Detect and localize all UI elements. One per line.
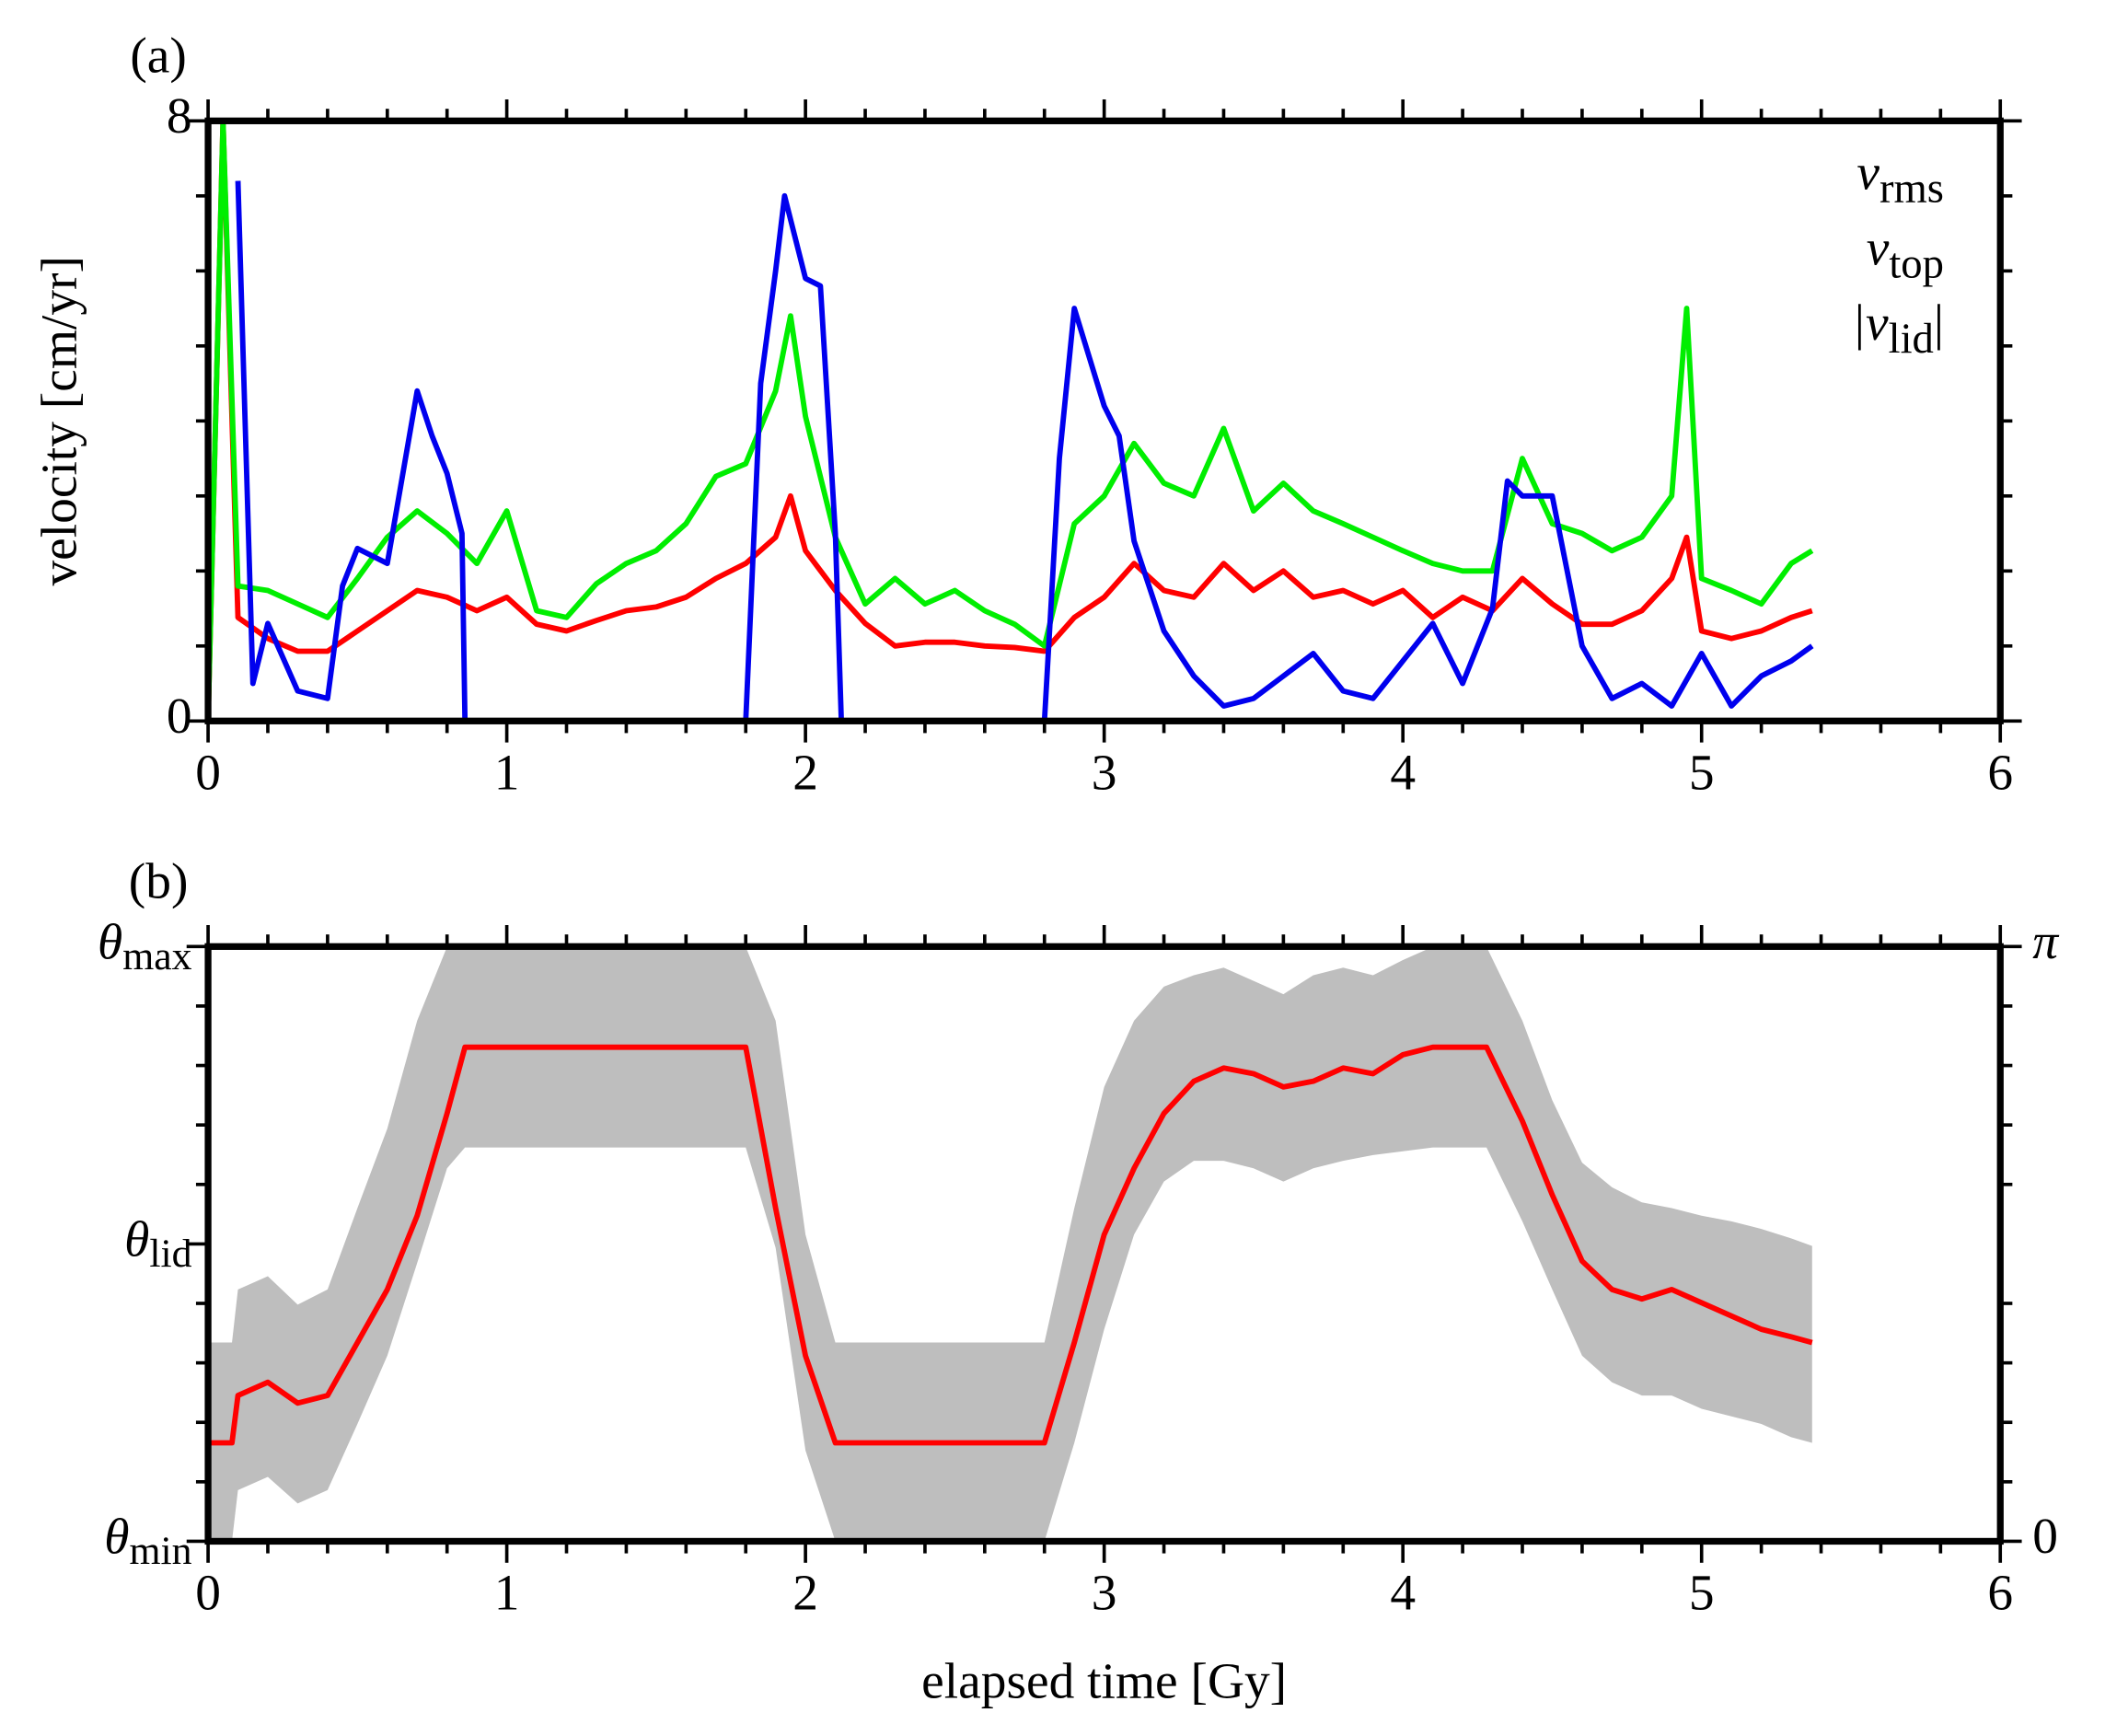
y-tick-subscript: lid: [149, 1232, 191, 1276]
x-tick-label: 6: [1987, 744, 2013, 800]
legend-suffix: |: [1934, 295, 1944, 351]
legend-entry: vtop: [1867, 219, 1944, 287]
x-tick-label: 4: [1390, 744, 1416, 800]
panel-label: (a): [130, 27, 187, 83]
y-axis-label: velocity [cm/yr]: [31, 256, 87, 585]
y-tick-label: 0: [167, 688, 192, 744]
x-tick-label: 4: [1390, 1564, 1416, 1620]
range-band: [208, 946, 1812, 1542]
legend-subscript: rms: [1879, 164, 1944, 212]
x-tick-label: 1: [494, 1564, 520, 1620]
y-tick-symbol: θ: [98, 913, 122, 969]
y-tick-label: θmin: [104, 1508, 191, 1573]
x-tick-label: 3: [1092, 1564, 1117, 1620]
data-line: [208, 1044, 1813, 1446]
y-tick-label: θmax: [98, 913, 192, 978]
plot-frame: [204, 943, 2004, 1545]
plot-area: [208, 121, 1814, 722]
legend-symbol: v: [1867, 219, 1890, 275]
y2-tick-label: π: [2032, 913, 2060, 969]
y-tick-symbol: θ: [104, 1508, 129, 1564]
y-tick-label: 8: [167, 87, 192, 144]
x-tick-label: 6: [1987, 1564, 2013, 1620]
legend-symbol: |v: [1852, 295, 1889, 351]
data-line: [235, 180, 1814, 722]
x-tick-label: 2: [792, 1564, 818, 1620]
data-line: [208, 121, 1814, 722]
data-line: [208, 121, 1813, 722]
y-tick-symbol: θ: [124, 1210, 149, 1267]
plot-frame: [204, 117, 2004, 724]
x-tick-label: 5: [1689, 744, 1715, 800]
legend-entry: vrms: [1856, 144, 1944, 212]
y-tick-label: θlid: [124, 1210, 192, 1276]
y2-tick-label: 0: [2032, 1508, 2058, 1564]
x-axis-label: elapsed time [Gy]: [921, 1653, 1287, 1709]
panel-label: (b): [129, 852, 189, 909]
y-tick-subscript: max: [122, 934, 191, 978]
x-tick-label: 0: [195, 744, 221, 800]
x-tick-label: 5: [1689, 1564, 1715, 1620]
x-tick-label: 3: [1092, 744, 1117, 800]
x-tick-label: 0: [195, 1564, 221, 1620]
legend-entry: |vlid|: [1852, 295, 1944, 363]
x-tick-label: 1: [494, 744, 520, 800]
x-tick-label: 2: [792, 744, 818, 800]
y-tick-subscript: min: [130, 1529, 192, 1573]
plot-area: [208, 946, 1813, 1542]
legend-symbol: v: [1856, 144, 1879, 200]
legend-subscript: top: [1889, 239, 1944, 287]
legend-subscript: lid: [1889, 315, 1934, 363]
